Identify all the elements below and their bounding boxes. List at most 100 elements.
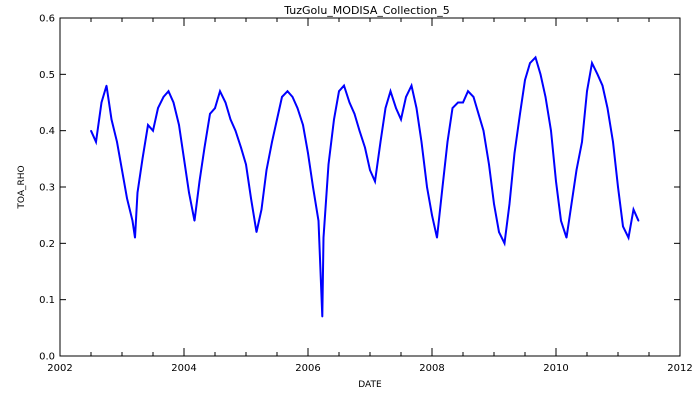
data-point (167, 90, 170, 92)
data-point (136, 191, 139, 194)
data-point (157, 107, 159, 109)
data-point (188, 191, 190, 194)
data-point (327, 163, 330, 166)
data-point (229, 118, 232, 121)
data-point (400, 118, 402, 121)
data-point (255, 231, 258, 233)
data-point (493, 203, 495, 205)
x-tick-label: 2006 (295, 363, 320, 374)
x-tick-label: 2010 (543, 363, 568, 374)
data-point (333, 118, 335, 121)
data-point (245, 163, 247, 166)
data-point (405, 96, 407, 98)
data-point (147, 124, 149, 126)
data-point (364, 146, 366, 149)
data-point (550, 129, 552, 132)
data-point (90, 129, 92, 132)
data-point (472, 96, 475, 98)
data-point (384, 107, 387, 109)
y-tick-label: 0.2 (39, 239, 55, 250)
x-axis-label: DATE (358, 380, 382, 390)
data-point (508, 203, 511, 205)
data-point (260, 208, 263, 211)
data-point (482, 129, 485, 132)
data-point (498, 231, 500, 233)
data-point (172, 101, 175, 104)
data-point (606, 107, 609, 109)
data-point (121, 169, 123, 171)
data-point (296, 107, 299, 109)
data-point (519, 113, 521, 115)
data-point (234, 129, 237, 132)
data-point (451, 107, 454, 109)
data-point (581, 141, 583, 143)
data-point (457, 101, 459, 104)
data-point (214, 107, 216, 109)
data-point (374, 180, 376, 183)
plot-area: 0.00.10.20.30.40.50.6 2002 2004 2006 2008 20… (39, 14, 693, 375)
data-point (596, 73, 599, 76)
x-tick-label: 2012 (667, 363, 692, 374)
data-point (513, 152, 516, 154)
data-point (477, 113, 480, 115)
data-point (601, 84, 604, 87)
data-point (322, 236, 325, 239)
x-tick-label: 2008 (419, 363, 444, 374)
data-point (622, 225, 624, 228)
data-point (312, 186, 314, 188)
data-point (446, 141, 449, 143)
data-point (627, 236, 630, 239)
data-point (219, 90, 221, 92)
data-point (441, 186, 444, 188)
data-point (544, 96, 547, 98)
y-tick-label: 0.3 (39, 183, 55, 194)
data-point (637, 220, 640, 222)
data-point (617, 186, 619, 188)
data-point (488, 163, 490, 166)
x-tick-label: 2002 (47, 363, 72, 374)
data-point (570, 203, 573, 205)
series-layer (90, 55, 640, 318)
data-point (286, 90, 289, 92)
data-point (534, 56, 537, 59)
data-point (203, 146, 206, 149)
data-point (358, 129, 361, 132)
data-point (105, 84, 108, 87)
y-tick-label: 0.5 (39, 70, 55, 81)
data-point (100, 101, 103, 104)
data-point (343, 84, 345, 87)
data-point (317, 220, 320, 222)
data-point (116, 141, 118, 143)
data-point (271, 141, 273, 143)
data-point (632, 208, 635, 211)
data-point (281, 96, 283, 98)
data-point (152, 129, 154, 132)
x-axis: 2002 2004 2006 2008 2010 2012 (47, 18, 693, 374)
data-point (110, 118, 113, 121)
data-point (162, 96, 165, 98)
data-point (224, 101, 227, 104)
data-point (565, 236, 568, 239)
data-point (348, 101, 351, 104)
data-point (95, 141, 97, 143)
data-point (436, 236, 438, 239)
data-point (415, 107, 418, 109)
data-point (240, 146, 242, 149)
data-point (265, 169, 268, 171)
data-point (575, 169, 578, 171)
chart-title: TuzGolu_MODISA_Collection_5 (283, 4, 450, 17)
data-point (141, 158, 144, 160)
y-tick-label: 0.0 (39, 352, 55, 363)
data-point (591, 62, 593, 64)
data-point (126, 197, 128, 200)
data-point (178, 124, 180, 126)
y-tick-label: 0.1 (39, 295, 55, 306)
y-axis: 0.0 0.1 0.2 0.3 0.4 0.5 0.6 (39, 14, 680, 363)
y-tick-label: 0.6 (39, 14, 55, 25)
data-point (134, 236, 136, 239)
data-point (131, 220, 134, 222)
data-point (338, 90, 340, 92)
data-point (431, 214, 433, 216)
data-point (467, 90, 469, 92)
